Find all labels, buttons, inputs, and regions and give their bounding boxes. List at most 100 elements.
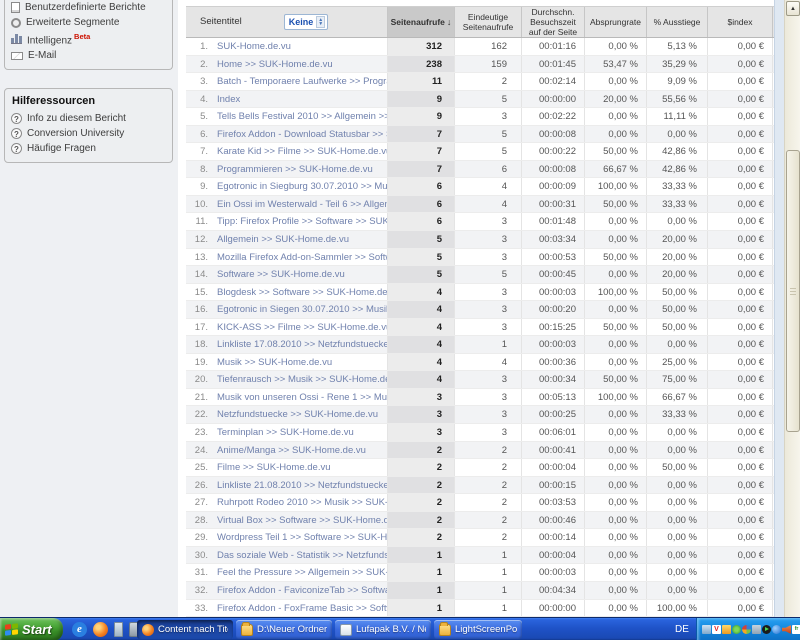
page-title-link[interactable]: Anime/Manga >> SUK-Home.de.vu <box>217 444 366 456</box>
sidebar-item-custom-reports[interactable]: Benutzerdefinierte Berichte <box>11 0 166 15</box>
taskbar-task-lufapak[interactable]: Lufapak B.V. / Neuwied <box>335 620 431 639</box>
page-title-link[interactable]: Karate Kid >> Filme >> SUK-Home.de.vu <box>217 146 387 158</box>
column-header-index[interactable]: $index <box>708 7 773 37</box>
avg-time-cell: 00:00:22 <box>522 143 585 160</box>
page-title-link[interactable]: Programmieren >> SUK-Home.de.vu <box>217 163 373 175</box>
page-title-link[interactable]: Tells Bells Festival 2010 >> Allgemein >… <box>217 111 387 123</box>
page-title-link[interactable]: Terminplan >> SUK-Home.de.vu <box>217 427 354 439</box>
start-button[interactable]: Start <box>0 618 63 640</box>
page-title-link[interactable]: Allgemein >> SUK-Home.de.vu <box>217 234 350 246</box>
table-row: 20. Tiefenrausch >> Musik >> SUK-Home.de… <box>186 371 774 389</box>
tray-window-icon[interactable] <box>702 625 711 634</box>
tray-updater-icon[interactable] <box>772 625 781 634</box>
row-number: 16. <box>194 304 208 316</box>
page-title-link[interactable]: Musik >> SUK-Home.de.vu <box>217 356 333 368</box>
taskbar-task-firefox[interactable]: Content nach Titel - ... <box>137 620 233 639</box>
page-title-link[interactable]: Linkliste 21.08.2010 >> Netzfundstuecke … <box>217 479 387 491</box>
taskbar-task-explorer-folder[interactable]: D:\Neuer Ordner\xa... <box>236 620 332 639</box>
bounce-rate-cell: 0,00 % <box>585 125 647 143</box>
page-title-cell: 3. Batch - Temporaere Laufwerke >> Progr… <box>186 73 388 90</box>
page-title-link[interactable]: Ruhrpott Rodeo 2010 >> Musik >> SUK-Home… <box>217 497 387 509</box>
page-title-link[interactable]: Musik von unseren Ossi - Rene 1 >> Musik… <box>217 391 387 403</box>
email-icon <box>11 51 23 60</box>
sidebar-item-intelligence[interactable]: Intelligenz Beta <box>11 30 166 48</box>
avg-time-cell: 00:00:04 <box>522 459 585 476</box>
page-title-link[interactable]: Netzfundstuecke >> SUK-Home.de.vu <box>217 409 379 421</box>
pageviews-cell: 2 <box>388 459 455 476</box>
page-title-link[interactable]: Das soziale Web - Statistik >> Netzfunds… <box>217 549 387 561</box>
tray-network-icon[interactable] <box>752 625 761 634</box>
index-value-cell: 0,00 € <box>708 248 773 266</box>
page-title-link[interactable]: Software >> SUK-Home.de.vu <box>217 269 345 281</box>
page-title-link[interactable]: Ein Ossi im Westerwald - Teil 6 >> Allge… <box>217 198 387 210</box>
column-header-eindeutige[interactable]: Eindeutige Seitenaufrufe <box>455 7 522 37</box>
page-title-link[interactable]: Firefox Addon - FaviconizeTab >> Softwar… <box>217 584 387 596</box>
page-title-link[interactable]: Firefox Addon - Download Statusbar >> So… <box>217 128 387 140</box>
column-header-seitenaufrufe[interactable]: Seitenaufrufe ↓ <box>388 7 455 37</box>
column-header-besuchszeit[interactable]: Durchschn. Besuchszeit auf der Seite <box>522 7 585 37</box>
page-title-link[interactable]: Tiefenrausch >> Musik >> SUK-Home.de.vu <box>217 374 387 386</box>
page-title-link[interactable]: Tipp: Firefox Profile >> Software >> SUK… <box>217 216 387 228</box>
tray-media-player-icon[interactable] <box>762 625 771 634</box>
language-indicator[interactable]: DE <box>675 624 689 635</box>
tray-volume-icon[interactable] <box>782 625 791 634</box>
bounce-rate-cell: 0,00 % <box>585 529 647 546</box>
page-title-link[interactable]: Filme >> SUK-Home.de.vu <box>217 462 331 474</box>
row-number: 21. <box>194 391 208 403</box>
sidebar-item-advanced-segments[interactable]: Erweiterte Segmente <box>11 15 166 30</box>
help-item-faq[interactable]: ? Häufige Fragen <box>11 141 166 156</box>
exit-rate-cell: 0,00 % <box>647 476 708 494</box>
page-title-cell: 14. Software >> SUK-Home.de.vu <box>186 266 388 283</box>
tray-files-icon[interactable] <box>722 625 731 634</box>
column-header-ausstiege[interactable]: % Ausstiege <box>647 7 708 37</box>
page-title-link[interactable]: Feel the Pressure >> Allgemein >> SUK-Ho… <box>217 567 387 579</box>
row-number: 23. <box>194 427 208 439</box>
page-title-cell: 6. Firefox Addon - Download Statusbar >>… <box>186 125 388 143</box>
page-title-link[interactable]: Egotronic in Siegburg 30.07.2010 >> Musi… <box>217 181 387 193</box>
taskbar-task-lightscreen[interactable]: LightScreenPortable <box>434 620 522 639</box>
table-row: 3. Batch - Temporaere Laufwerke >> Progr… <box>186 73 774 91</box>
index-value-cell: 0,00 € <box>708 424 773 441</box>
unique-pageviews-cell: 3 <box>455 388 522 406</box>
page-title-link[interactable]: Home >> SUK-Home.de.vu <box>217 58 333 70</box>
column-header-seitentitel[interactable]: Seitentitel Keine ▲ ▼ <box>186 7 388 37</box>
index-value-cell: 0,00 € <box>708 266 773 283</box>
filter-dropdown[interactable]: Keine ▲ ▼ <box>283 14 329 30</box>
index-value-cell: 0,00 € <box>708 406 773 424</box>
bounce-rate-cell: 0,00 % <box>585 564 647 581</box>
page-title-link[interactable]: Mozilla Firefox Add-on-Sammler >> Softwa… <box>217 251 387 263</box>
row-number: 2. <box>200 58 208 70</box>
tray-pinwheel-icon[interactable] <box>742 625 751 634</box>
page-title-link[interactable]: Wordpress Teil 1 >> Software >> SUK-Home… <box>217 532 387 544</box>
avg-time-cell: 00:00:00 <box>522 599 585 617</box>
firefox-icon[interactable] <box>93 622 108 637</box>
show-desktop-icon[interactable] <box>114 622 123 637</box>
table-row: 14. Software >> SUK-Home.de.vu 5 5 00:00… <box>186 266 774 284</box>
page-title-link[interactable]: Batch - Temporaere Laufwerke >> Programm… <box>217 76 387 88</box>
sidebar-item-email[interactable]: E-Mail <box>11 48 166 63</box>
page-title-link[interactable]: SUK-Home.de.vu <box>217 41 291 52</box>
page-title-link[interactable]: Virtual Box >> Software >> SUK-Home.de.v… <box>217 514 387 526</box>
avg-time-cell: 00:00:03 <box>522 283 585 301</box>
help-item-conversion-university[interactable]: ? Conversion University <box>11 126 166 141</box>
vertical-scrollbar[interactable]: ▲ <box>784 0 800 617</box>
page-title-link[interactable]: Blogdesk >> Software >> SUK-Home.de.vu <box>217 286 387 298</box>
tray-free-mp3-icon[interactable]: fr <box>792 625 800 634</box>
unique-pageviews-cell: 1 <box>455 599 522 617</box>
page-title-link[interactable]: Firefox Addon - FoxFrame Basic >> Softwa… <box>217 602 387 614</box>
help-item-report-info[interactable]: ? Info zu diesem Bericht <box>11 111 166 126</box>
page-title-link[interactable]: Egotronic in Siegen 30.07.2010 >> Musik … <box>217 304 387 316</box>
internet-explorer-icon[interactable]: e <box>72 622 87 637</box>
page-title-link[interactable]: Index <box>217 93 241 105</box>
tray-shield-check-icon[interactable] <box>732 625 741 634</box>
page-title-link[interactable]: Linkliste 17.08.2010 >> Netzfundstuecke … <box>217 339 387 351</box>
table-row: 17. KICK-ASS >> Filme >> SUK-Home.de.vu … <box>186 318 774 337</box>
scroll-up-button[interactable]: ▲ <box>786 1 800 16</box>
scrollbar-thumb[interactable] <box>786 150 800 432</box>
task-label: Content nach Titel - ... <box>158 624 228 635</box>
column-header-absprungrate[interactable]: Absprungrate <box>585 7 647 37</box>
unique-pageviews-cell: 4 <box>455 195 522 213</box>
exit-rate-cell: 5,13 % <box>647 38 708 55</box>
tray-antivirus-icon[interactable]: V <box>712 625 721 634</box>
page-title-link[interactable]: KICK-ASS >> Filme >> SUK-Home.de.vu <box>217 321 387 333</box>
